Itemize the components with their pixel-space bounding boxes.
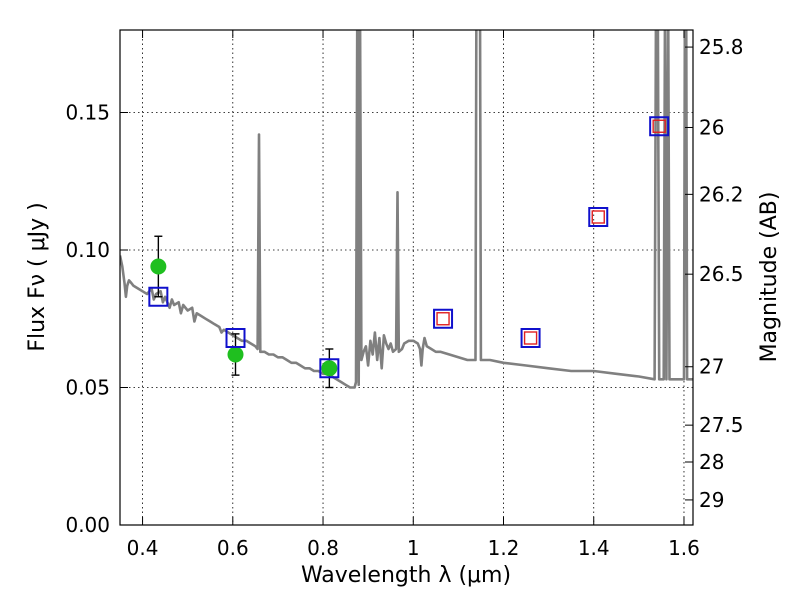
magnitude-tick-label: 28 bbox=[699, 450, 724, 474]
y-tick-label: 0.15 bbox=[65, 101, 110, 125]
plot-frame bbox=[119, 29, 694, 526]
model-flux-inner-square bbox=[436, 312, 450, 326]
magnitude-tick-label: 26.5 bbox=[699, 262, 744, 286]
model-flux-inner-square bbox=[591, 210, 605, 224]
magnitude-tick-label: 27 bbox=[699, 355, 724, 379]
x-tick-label: 0.8 bbox=[307, 536, 339, 560]
model-flux-square bbox=[225, 328, 246, 348]
x-tick-label: 1.6 bbox=[668, 536, 700, 560]
y-tick-label: 0.10 bbox=[65, 238, 110, 262]
model-flux-square bbox=[588, 207, 609, 227]
model-flux-inner-square bbox=[523, 331, 538, 345]
spectrum-layer bbox=[120, 30, 693, 389]
y-tick-label: 0.00 bbox=[65, 513, 110, 537]
observed-flux-point bbox=[321, 360, 338, 377]
model-flux-inner-square bbox=[652, 119, 666, 133]
grid bbox=[120, 30, 693, 526]
x-tick-label: 0.4 bbox=[127, 536, 159, 560]
model-flux-square bbox=[433, 308, 454, 329]
magnitude-tick-label: 25.8 bbox=[699, 35, 744, 59]
x-tick-label: 1.4 bbox=[578, 536, 610, 560]
x-tick-label: 1 bbox=[407, 536, 420, 560]
model-spectrum-line bbox=[120, 30, 693, 389]
magnitude-tick-label: 27.5 bbox=[699, 413, 744, 437]
x-tick-label: 0.6 bbox=[217, 536, 249, 560]
model-flux-square bbox=[520, 328, 541, 348]
model-flux-square bbox=[649, 116, 670, 137]
observed-flux-point bbox=[227, 346, 244, 363]
magnitude-tick-label: 26.2 bbox=[699, 182, 744, 206]
magnitude-tick-label: 26 bbox=[699, 115, 724, 139]
x-tick-label: 1.2 bbox=[488, 536, 520, 560]
model-flux-square bbox=[319, 358, 340, 379]
y-axis-label: Flux Fν ( μJy ) bbox=[25, 202, 50, 351]
magnitude-axis-label: Magnitude (AB) bbox=[757, 192, 782, 363]
x-axis-label: Wavelength λ (μm) bbox=[301, 563, 511, 588]
axis-ticks: 0.4 0.6 0.8 1 1.2 1.4 1.6 0.00 0.05 0.10 0.15 25.8 2… bbox=[65, 30, 744, 560]
magnitude-tick-label: 29 bbox=[699, 488, 724, 512]
observed-flux-point bbox=[150, 258, 167, 275]
y-tick-label: 0.05 bbox=[65, 376, 110, 400]
points-layer bbox=[148, 116, 670, 389]
model-flux-square bbox=[148, 286, 169, 307]
